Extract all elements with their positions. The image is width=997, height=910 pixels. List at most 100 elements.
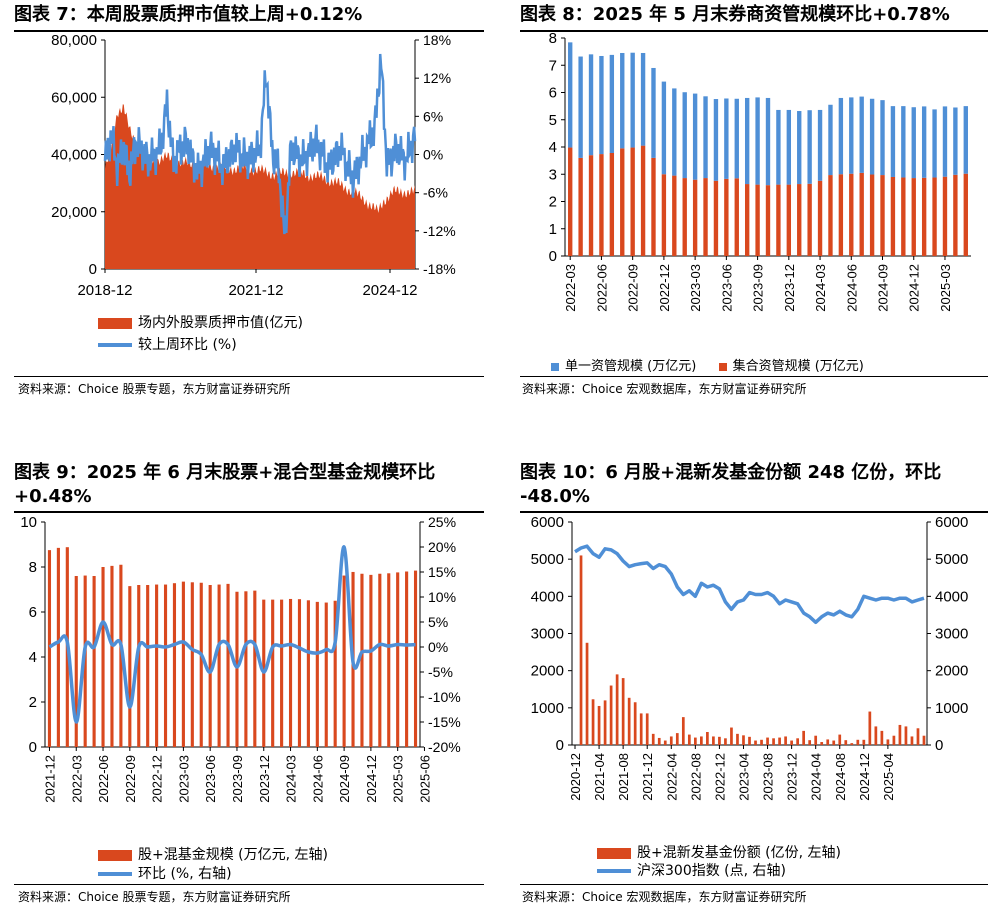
fig9-legend-line-swatch bbox=[98, 872, 132, 876]
fig8-collective-bar bbox=[661, 174, 667, 256]
fig9-fund-size-bar bbox=[74, 576, 78, 747]
fig8-single-bar bbox=[942, 106, 948, 177]
fig8-top-rule bbox=[520, 30, 988, 32]
fig10-new-fund-bar bbox=[669, 736, 673, 745]
fig8-single-bar bbox=[765, 97, 771, 186]
fig8-legend: 单一资管规模 (万亿元) 集合资管规模 (万亿元) bbox=[551, 355, 864, 374]
fig10-title-line2: -48.0% bbox=[520, 486, 590, 507]
fig9-fund-size-bar bbox=[244, 591, 248, 747]
fig10-left-tick-label: 3000 bbox=[531, 626, 564, 643]
fig9-fund-size-bar bbox=[163, 584, 168, 747]
fig7-chart: 0 20,000 40,000 60,000 80,000 -18% -12% -6% 0% 6%… bbox=[51, 32, 456, 299]
fig9-x-tick-label: 2024-12 bbox=[364, 755, 379, 803]
fig8-single-bar bbox=[911, 107, 916, 179]
fig10-new-fund-bar bbox=[856, 739, 860, 745]
fig9-x-tick-label: 2022-03 bbox=[69, 755, 84, 803]
fig10-legend-bar: 股+混新发基金份额 (亿份, 左轴) bbox=[597, 842, 841, 862]
fig9-bottom-rule bbox=[14, 884, 484, 885]
fig8-single-bar bbox=[838, 97, 844, 175]
fig8-collective-bar bbox=[817, 180, 823, 256]
fig8-x-tick-label: 2022-06 bbox=[594, 264, 609, 312]
fig9-right-tick-label: -10% bbox=[428, 689, 461, 705]
fig8-single-bar bbox=[630, 52, 635, 148]
fig8-bottom-rule bbox=[520, 376, 988, 377]
fig8-legend-single-label: 单一资管规模 (万亿元) bbox=[565, 359, 697, 374]
fig8-legend-collective-swatch bbox=[718, 362, 727, 371]
fig9-fund-size-bar bbox=[146, 585, 150, 747]
fig8-x-tick-label: 2023-09 bbox=[751, 264, 766, 312]
fig8-x-tick-label: 2022-03 bbox=[563, 264, 578, 312]
fig10-right-tick-label: 3000 bbox=[935, 626, 968, 643]
fig10-new-fund-bar bbox=[724, 738, 727, 745]
fig7-right-tick-label: -6% bbox=[423, 185, 448, 201]
fig8-left-tick-label: 0 bbox=[549, 248, 557, 265]
fig10-new-fund-bar bbox=[687, 734, 691, 745]
fig8-single-bar bbox=[703, 96, 708, 179]
fig9-title-line2: +0.48% bbox=[14, 486, 92, 507]
fig10-x-tick-label: 2024-12 bbox=[857, 753, 872, 801]
fig8-collective-bar bbox=[776, 184, 781, 256]
fig9-x-tick-label: 2024-09 bbox=[337, 755, 352, 803]
fig8-collective-bar bbox=[869, 174, 875, 256]
fig10-new-fund-bar bbox=[730, 727, 733, 745]
fig8-single-bar bbox=[921, 106, 927, 178]
fig7-legend-area-label: 场内外股票质押市值(亿元) bbox=[138, 315, 303, 331]
fig9-x-tick-label: 2024-03 bbox=[284, 755, 299, 803]
fig8-single-bar bbox=[744, 97, 750, 185]
fig8-single-bar bbox=[620, 52, 625, 149]
fig10-new-fund-bar bbox=[904, 726, 908, 745]
fig9-fund-size-bar bbox=[306, 600, 310, 747]
fig7-right-tick-label: 6% bbox=[423, 108, 443, 124]
fig10-new-fund-bar bbox=[651, 733, 655, 745]
fig10-right-tick-label: 5000 bbox=[935, 551, 968, 568]
fig10-new-fund-bar bbox=[693, 737, 697, 745]
fig10-x-tick-label: 2024-04 bbox=[809, 753, 824, 801]
fig8-single-bar bbox=[776, 109, 781, 185]
fig9-right-tick-label: 15% bbox=[428, 564, 456, 580]
fig9-left-tick-label: 8 bbox=[29, 559, 37, 576]
fig10-top-rule bbox=[520, 511, 988, 513]
fig9-fund-size-bar bbox=[226, 583, 230, 747]
fig8-left-tick-label: 2 bbox=[549, 194, 557, 211]
fig8-collective-bar bbox=[849, 173, 854, 256]
fig8-x-tick-label: 2024-06 bbox=[844, 264, 859, 312]
fig7-legend-line-swatch bbox=[98, 343, 132, 347]
fig10-new-fund-bar bbox=[585, 642, 589, 745]
fig7-left-tick-label: 80,000 bbox=[51, 32, 97, 49]
fig7-legend-area-swatch bbox=[98, 317, 132, 329]
fig10-new-fund-bar bbox=[712, 736, 715, 745]
fig8-single-bar bbox=[713, 99, 719, 181]
fig9-left-tick-label: 2 bbox=[29, 694, 37, 711]
fig9-mom-line bbox=[48, 545, 416, 724]
fig9-legend-bar: 股+混基金规模 (万亿元, 左轴) bbox=[98, 844, 328, 864]
fig9-fund-size-bar bbox=[360, 573, 364, 747]
fig9-x-tick-label: 2023-03 bbox=[176, 755, 191, 803]
fig8-single-bar bbox=[682, 92, 687, 179]
fig10-left-tick-label: 2000 bbox=[531, 663, 564, 680]
fig9-top-rule bbox=[14, 511, 484, 513]
fig9-fund-size-bar bbox=[92, 576, 96, 747]
fig8-source: 资料来源：Choice 宏观数据库，东方财富证券研究所 bbox=[522, 382, 807, 396]
fig10-x-tick-label: 2023-04 bbox=[736, 753, 751, 801]
fig10-left-tick-label: 1000 bbox=[531, 700, 564, 717]
fig8-single-bar bbox=[724, 98, 729, 179]
fig8-legend-single-swatch bbox=[551, 362, 559, 371]
fig8-collective-bar bbox=[724, 178, 729, 256]
fig10-new-fund-bar bbox=[615, 674, 619, 745]
fig9-x-tick-label: 2022-06 bbox=[96, 755, 111, 803]
fig9-fund-size-bar bbox=[208, 585, 212, 747]
fig9-right-tick-label: 5% bbox=[428, 614, 448, 630]
fig7-x-tick-label: 2018-12 bbox=[77, 282, 132, 299]
fig8-left-tick-label: 5 bbox=[549, 112, 557, 129]
fig10-x-tick-label: 2021-04 bbox=[592, 753, 607, 801]
fig8-single-bar bbox=[817, 109, 823, 181]
fig10-new-fund-bar bbox=[633, 702, 637, 745]
fig9-x-tick-label: 2025-06 bbox=[417, 755, 432, 803]
fig8-x-tick-label: 2024-09 bbox=[876, 264, 891, 312]
fig10-new-fund-bar bbox=[597, 705, 601, 745]
fig9-fund-size-bar bbox=[324, 602, 328, 747]
fig10-new-fund-bar bbox=[814, 735, 818, 745]
fig9-right-tick-label: 10% bbox=[428, 589, 456, 605]
fig10-new-fund-bar bbox=[718, 736, 721, 745]
fig8-left-tick-label: 3 bbox=[549, 166, 557, 183]
